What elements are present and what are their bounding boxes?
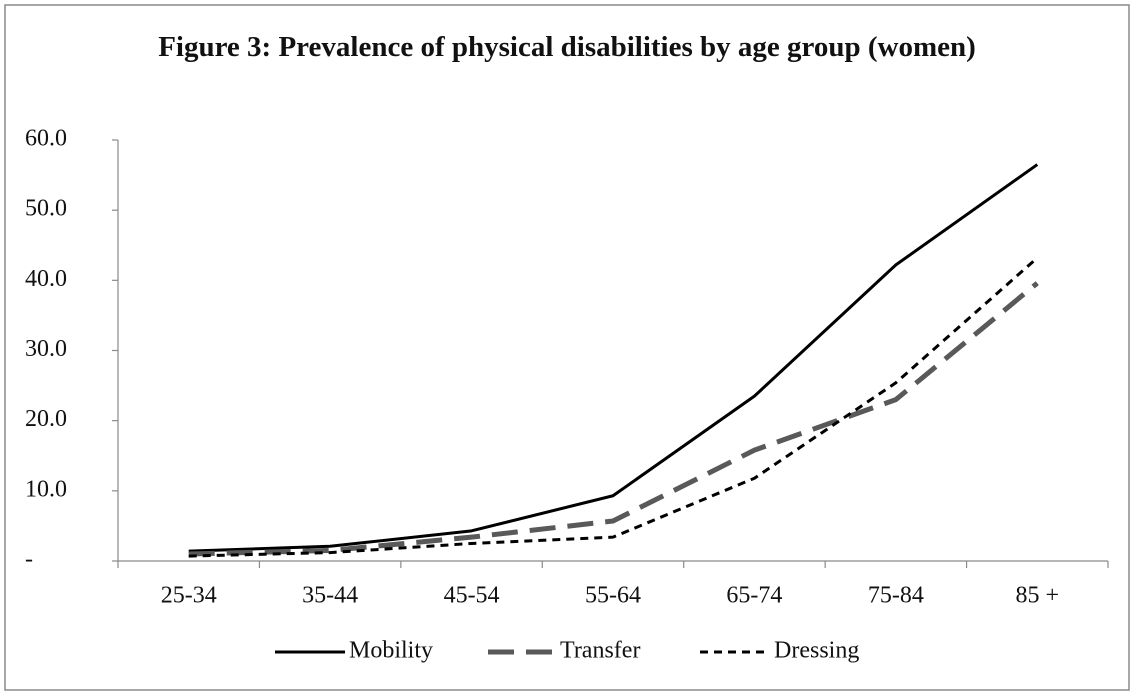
series-line: [188, 163, 1039, 553]
legend-label: Mobility: [349, 638, 433, 664]
y-tick-label: 30.0: [25, 336, 67, 362]
x-tick-label: 45-54: [444, 583, 500, 609]
x-tick-label: 35-44: [302, 583, 358, 609]
y-tick-label: 20.0: [25, 406, 67, 432]
x-tick-label: 85 +: [1016, 583, 1060, 609]
legend-label: Transfer: [560, 638, 640, 664]
legend-label: Dressing: [774, 638, 859, 664]
y-tick-label: 60.0: [25, 126, 67, 152]
series-line: [188, 256, 1039, 558]
x-tick-label: 65-74: [726, 583, 782, 609]
chart-border: [4, 4, 1130, 691]
y-tick-label: 50.0: [25, 196, 67, 222]
y-tick-label: 40.0: [25, 266, 67, 292]
chart-title: Figure 3: Prevalence of physical disabil…: [158, 31, 976, 63]
y-tick-label: -: [25, 547, 33, 573]
y-tick-label: 10.0: [25, 476, 67, 502]
series-line: [188, 281, 1039, 557]
x-tick-label: 25-34: [161, 583, 217, 609]
x-tick-label: 55-64: [585, 583, 641, 609]
x-tick-label: 75-84: [868, 583, 924, 609]
